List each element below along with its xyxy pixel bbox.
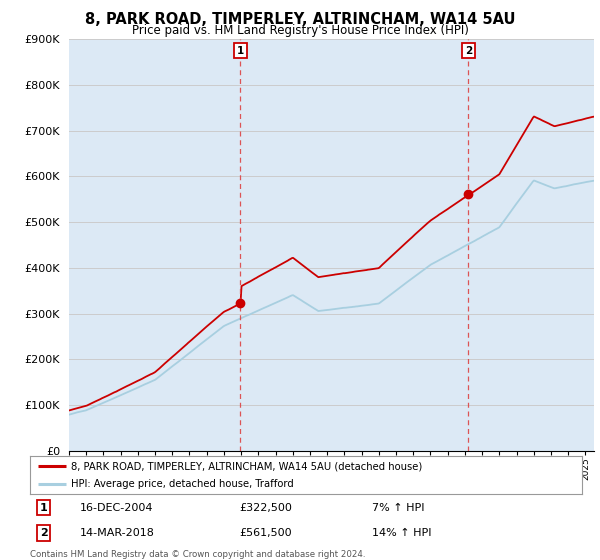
Text: HPI: Average price, detached house, Trafford: HPI: Average price, detached house, Traf… — [71, 479, 294, 489]
Text: 1: 1 — [237, 45, 244, 55]
Text: 14% ↑ HPI: 14% ↑ HPI — [372, 528, 432, 538]
Text: Price paid vs. HM Land Registry's House Price Index (HPI): Price paid vs. HM Land Registry's House … — [131, 24, 469, 36]
Text: 14-MAR-2018: 14-MAR-2018 — [80, 528, 155, 538]
Text: £322,500: £322,500 — [240, 502, 293, 512]
Text: 8, PARK ROAD, TIMPERLEY, ALTRINCHAM, WA14 5AU: 8, PARK ROAD, TIMPERLEY, ALTRINCHAM, WA1… — [85, 12, 515, 27]
Text: 8, PARK ROAD, TIMPERLEY, ALTRINCHAM, WA14 5AU (detached house): 8, PARK ROAD, TIMPERLEY, ALTRINCHAM, WA1… — [71, 461, 422, 471]
Text: 2: 2 — [40, 528, 47, 538]
Text: 16-DEC-2004: 16-DEC-2004 — [80, 502, 153, 512]
Text: 7% ↑ HPI: 7% ↑ HPI — [372, 502, 425, 512]
Text: £561,500: £561,500 — [240, 528, 292, 538]
Text: 2: 2 — [465, 45, 472, 55]
Text: 1: 1 — [40, 502, 47, 512]
Text: Contains HM Land Registry data © Crown copyright and database right 2024.
This d: Contains HM Land Registry data © Crown c… — [30, 550, 365, 560]
